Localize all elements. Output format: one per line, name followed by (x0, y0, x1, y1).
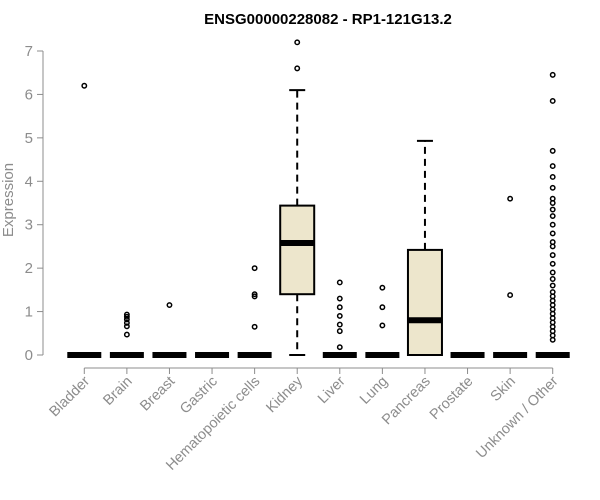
outlier-point (549, 239, 556, 246)
y-tick-label: 6 (25, 86, 33, 103)
outlier-point (549, 97, 556, 104)
box-body (279, 204, 316, 296)
x-tick-label: Bladder (46, 373, 93, 420)
outlier-point (251, 323, 258, 330)
outlier-point (336, 321, 343, 328)
box-breast (152, 302, 187, 358)
outlier-point (549, 230, 556, 237)
x-tick-label: Skin (488, 374, 519, 405)
x-tick-label: Liver (315, 373, 349, 407)
x-tick-label: Unknown / Other (473, 373, 561, 461)
y-tick-label: 7 (25, 43, 33, 60)
box-liver (322, 279, 357, 358)
y-tick-label: 1 (25, 304, 33, 321)
outlier-point (549, 184, 556, 191)
y-tick-label: 0 (25, 347, 33, 364)
x-tick-label: Kidney (263, 373, 306, 416)
outlier-point (507, 195, 514, 202)
outlier-point (549, 269, 556, 276)
box-hematopoietic-cells (237, 265, 272, 358)
outlier-point (336, 279, 343, 286)
outlier-point (549, 173, 556, 180)
outlier-point (549, 147, 556, 154)
outlier-point (549, 213, 556, 219)
box-bladder (67, 82, 102, 358)
box-lung (365, 284, 400, 358)
box-brain (109, 311, 144, 358)
outlier-point (123, 313, 130, 320)
outlier-point (549, 221, 556, 228)
x-tick-label: Prostate (427, 374, 476, 423)
y-axis-ticks: 0 1 2 3 4 5 6 7 (25, 43, 43, 364)
outlier-point (507, 292, 514, 299)
outlier-point (336, 304, 343, 311)
y-tick-label: 5 (25, 130, 33, 147)
box-unknown-other (535, 71, 570, 358)
box-kidney (279, 39, 316, 356)
outlier-point (123, 331, 130, 338)
y-tick-label: 3 (25, 217, 33, 234)
y-tick-label: 4 (25, 173, 33, 190)
outlier-point (549, 163, 556, 170)
outlier-point (251, 265, 258, 272)
outlier-point (549, 260, 556, 267)
chart-title: ENSG00000228082 - RP1-121G13.2 (204, 11, 452, 28)
outlier-point (379, 322, 386, 329)
boxplot-series (67, 39, 570, 358)
y-tick-label: 2 (25, 260, 33, 277)
box-body (406, 248, 443, 357)
outlier-point (549, 276, 556, 282)
x-tick-label: Breast (137, 374, 178, 415)
outlier-point (294, 39, 301, 46)
x-tick-label: Lung (357, 374, 391, 408)
outlier-point (549, 289, 556, 295)
outlier-point (251, 291, 258, 298)
outlier-point (549, 252, 556, 259)
outlier-point (166, 302, 173, 309)
y-axis-label: Expression (0, 163, 17, 237)
outlier-point (379, 284, 386, 291)
outlier-point (549, 206, 556, 213)
outlier-point (549, 71, 556, 78)
outlier-point (336, 312, 343, 319)
outlier-point (379, 304, 386, 311)
outlier-point (294, 65, 301, 72)
outlier-point (549, 282, 556, 289)
outlier-point (251, 293, 258, 300)
outlier-point (123, 319, 130, 326)
outlier-point (336, 328, 343, 335)
x-tick-label: Brain (100, 374, 135, 409)
outlier-point (123, 311, 130, 318)
outlier-point (549, 195, 556, 202)
outlier-point (81, 82, 88, 89)
outlier-point (336, 344, 343, 351)
box-skin (493, 195, 528, 358)
outlier-point (336, 295, 343, 302)
outlier-point (123, 323, 130, 330)
box-pancreas (406, 139, 443, 357)
